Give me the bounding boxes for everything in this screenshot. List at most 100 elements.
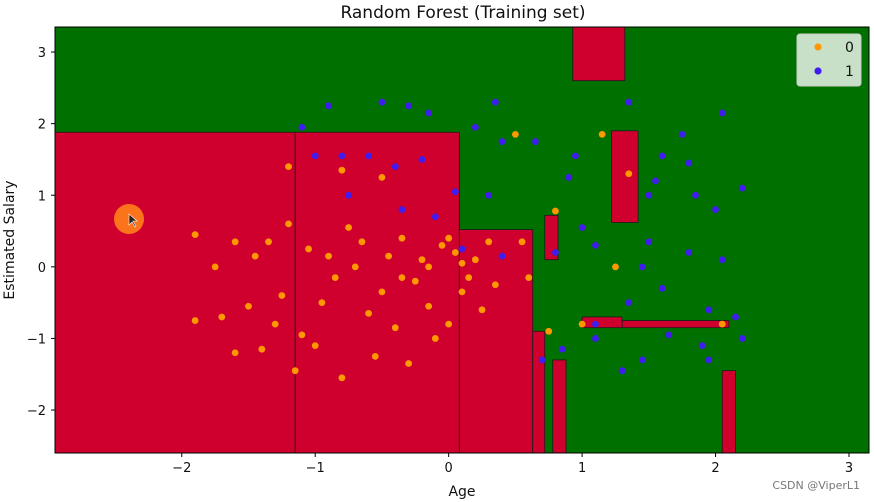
point-class-0: [718, 320, 726, 328]
point-class-1: [732, 313, 739, 321]
point-class-0: [511, 130, 519, 138]
point-class-0: [431, 335, 439, 342]
point-class-0: [325, 252, 332, 260]
legend: 01: [796, 33, 862, 87]
decision-region-6: [611, 130, 639, 223]
point-class-1: [618, 367, 626, 375]
x-axis-label: Age: [448, 484, 475, 500]
point-class-1: [738, 184, 746, 192]
point-class-0: [385, 252, 393, 260]
y-axis-label: Estimated Salary: [2, 180, 18, 299]
point-class-1: [558, 345, 566, 353]
point-class-0: [625, 170, 633, 178]
point-class-0: [338, 166, 346, 174]
plot-frame: [54, 26, 870, 454]
point-class-1: [685, 159, 693, 167]
point-class-0: [351, 263, 359, 271]
point-class-1: [592, 320, 599, 328]
legend-marker-0: [814, 43, 822, 51]
point-class-1: [625, 299, 633, 307]
point-class-1: [705, 356, 713, 364]
point-class-0: [291, 367, 299, 375]
watermark: CSDN @ViperL1: [772, 479, 860, 492]
point-class-0: [425, 263, 433, 271]
point-class-0: [518, 238, 526, 246]
point-class-0: [458, 259, 466, 267]
point-class-0: [305, 245, 312, 253]
y-tick-label: 2: [38, 118, 46, 133]
point-class-1: [645, 238, 653, 246]
point-class-0: [445, 320, 453, 328]
point-class-1: [592, 241, 599, 249]
mouse-pointer-icon: [128, 213, 138, 228]
x-tick-label: 3: [845, 461, 853, 476]
point-class-0: [451, 249, 459, 256]
point-class-0: [425, 302, 433, 310]
point-class-0: [345, 224, 352, 231]
decision-region-7: [581, 316, 623, 329]
point-class-1: [431, 213, 439, 221]
point-class-1: [391, 163, 399, 171]
point-class-0: [612, 263, 619, 271]
point-class-1: [578, 224, 586, 231]
point-class-0: [525, 274, 533, 281]
point-class-0: [218, 313, 226, 321]
legend-label-1: 1: [845, 64, 854, 80]
chart-title: Random Forest (Training set): [340, 3, 585, 23]
point-class-0: [298, 331, 306, 339]
point-class-1: [678, 130, 686, 138]
y-tick-label: 1: [38, 189, 46, 204]
point-class-1: [685, 249, 693, 256]
point-class-1: [712, 206, 719, 213]
y-tick-label: −1: [27, 332, 46, 347]
y-tick-label: 0: [38, 261, 46, 276]
point-class-0: [445, 234, 453, 242]
point-class-0: [278, 292, 286, 299]
point-class-0: [311, 342, 319, 350]
point-class-0: [471, 256, 479, 264]
point-class-0: [398, 274, 406, 281]
point-class-0: [371, 352, 379, 360]
point-class-1: [345, 191, 352, 199]
decision-region-3: [532, 330, 546, 454]
y-tick-label: 3: [38, 46, 46, 61]
point-class-0: [378, 173, 386, 181]
point-class-0: [458, 288, 466, 296]
point-class-1: [692, 191, 699, 199]
point-class-0: [285, 163, 292, 171]
x-tick-label: 0: [445, 461, 453, 476]
point-class-0: [251, 252, 259, 260]
point-class-1: [658, 284, 666, 292]
decision-region-10: [544, 214, 559, 261]
point-class-1: [638, 263, 646, 271]
x-tick-label: 1: [578, 461, 586, 476]
point-class-1: [658, 152, 666, 160]
point-class-1: [531, 138, 539, 145]
x-tick-label: 2: [711, 461, 719, 476]
point-class-1: [538, 356, 546, 364]
point-class-0: [398, 234, 406, 242]
point-class-0: [271, 320, 279, 328]
point-class-0: [378, 288, 386, 296]
point-class-1: [645, 191, 653, 199]
point-class-0: [265, 238, 272, 246]
point-class-0: [485, 238, 493, 246]
point-class-0: [365, 309, 372, 317]
point-class-0: [491, 281, 499, 289]
point-class-0: [231, 238, 239, 246]
point-class-1: [652, 177, 659, 185]
y-axis: −2 −1 0 1 2 3: [27, 46, 55, 419]
point-class-0: [318, 299, 326, 307]
point-class-1: [338, 152, 346, 160]
point-class-1: [592, 335, 599, 342]
point-class-1: [498, 138, 506, 145]
decision-region-0: [54, 131, 296, 454]
x-axis: −2 −1 0 1 2 3: [172, 453, 853, 476]
point-class-1: [405, 102, 413, 110]
point-class-1: [552, 249, 559, 256]
point-class-0: [478, 306, 486, 314]
point-class-1: [718, 256, 726, 264]
point-class-0: [545, 327, 553, 335]
point-class-1: [638, 356, 646, 364]
point-class-1: [698, 342, 706, 350]
